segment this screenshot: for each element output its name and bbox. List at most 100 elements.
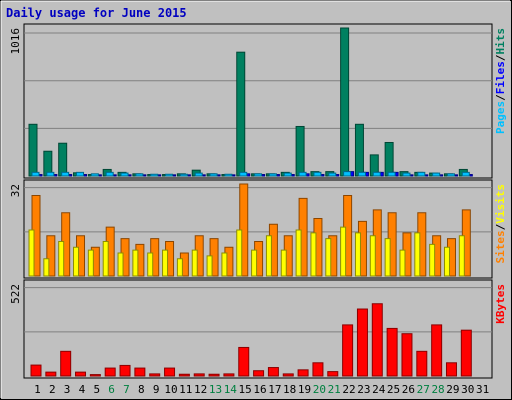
axis-label-part: Files [494,61,507,94]
x-tick-label: 15 [239,383,252,396]
x-tick-label: 9 [153,383,160,396]
bar-kbytes-day-19 [297,369,309,377]
bar-pages-day-13 [209,173,218,177]
bar-pages-day-7 [120,172,129,177]
bar-sites-day-6 [102,241,109,277]
bar-sites-day-29 [443,246,450,277]
x-tick-label: 1 [34,383,41,396]
bar-kbytes-day-9 [149,373,161,377]
bar-kbytes-day-26 [401,333,413,377]
bar-kbytes-day-8 [134,367,146,377]
bar-sites-day-7 [117,252,124,277]
bar-sites-day-2 [43,258,50,277]
bar-sites-day-30 [458,235,465,277]
bar-pages-day-20 [313,171,322,177]
bar-kbytes-day-20 [312,362,324,377]
bar-hits-day-22 [340,27,350,177]
panel-1-max-label: 1016 [9,28,22,55]
axis-label-part: / [494,223,507,230]
x-tick-label: 22 [342,383,355,396]
axis-label-part: Visits [494,184,507,224]
x-tick-label: 16 [253,383,266,396]
bar-sites-day-18 [280,249,287,277]
bar-kbytes-day-14 [223,373,235,377]
x-tick-label: 30 [461,383,474,396]
bar-pages-day-3 [61,171,70,177]
bar-kbytes-day-27 [416,350,428,377]
bar-sites-day-21 [325,238,332,277]
bar-kbytes-day-5 [89,374,101,377]
bar-kbytes-day-16 [253,370,265,377]
bar-hits-day-1 [28,123,38,177]
bar-sites-day-16 [251,249,258,277]
bar-pages-day-19 [298,171,307,177]
x-tick-label: 5 [93,383,100,396]
x-tick-label: 28 [431,383,444,396]
axis-label-part: Pages [494,101,507,134]
bar-pages-day-5 [90,173,99,177]
bar-hits-day-3 [58,142,68,177]
bar-kbytes-day-1 [30,364,42,377]
bar-pages-day-23 [357,171,366,177]
panel-2: 32 Sites/Visits [9,179,507,279]
x-tick-label: 25 [387,383,400,396]
x-tick-label: 3 [64,383,71,396]
bar-sites-day-20 [310,232,317,277]
bar-pages-day-2 [46,171,55,177]
bar-sites-day-4 [73,246,80,277]
bar-sites-day-17 [265,235,272,277]
panel-3: 522 KBytes [9,279,507,379]
bar-kbytes-day-18 [282,373,294,377]
bar-sites-day-15 [236,229,243,277]
bar-kbytes-day-6 [104,367,116,377]
bar-hits-day-23 [354,123,364,177]
bar-pages-day-17 [268,173,277,177]
bar-pages-day-22 [343,171,352,177]
axis-label-part: / [494,94,507,101]
x-tick-label: 31 [476,383,489,396]
bar-kbytes-day-3 [60,350,72,377]
bar-sites-day-27 [414,232,421,277]
x-tick-label: 7 [123,383,130,396]
bar-hits-day-19 [295,125,305,177]
bar-pages-day-28 [432,172,441,177]
bar-sites-day-8 [132,249,139,277]
bar-sites-day-24 [369,235,376,277]
panel-1-plot-area [23,23,493,179]
bar-sites-day-26 [399,249,406,277]
bar-pages-day-12 [194,172,203,177]
x-tick-label: 20 [313,383,326,396]
bar-kbytes-day-7 [119,364,131,377]
bar-kbytes-day-29 [445,362,457,377]
bar-pages-day-1 [31,171,40,177]
bar-sites-day-1 [28,229,35,277]
bar-sites-day-13 [206,255,213,277]
bar-kbytes-day-13 [208,373,220,377]
x-tick-label: 23 [357,383,370,396]
bar-sites-day-3 [58,241,65,277]
bar-pages-day-10 [165,173,174,177]
bar-kbytes-day-10 [164,367,176,377]
x-tick-label: 11 [179,383,192,396]
bar-kbytes-day-2 [45,371,57,377]
x-tick-label: 12 [194,383,207,396]
chart-title: Daily usage for June 2015 [6,6,187,20]
x-tick-label: 2 [49,383,56,396]
bar-pages-day-21 [328,172,337,177]
x-tick-label: 13 [209,383,222,396]
bar-pages-day-6 [105,171,114,177]
bar-pages-day-25 [387,171,396,177]
x-tick-label: 6 [108,383,115,396]
bar-kbytes-day-12 [193,373,205,377]
bar-pages-day-27 [417,171,426,177]
x-tick-label: 10 [164,383,177,396]
bar-kbytes-day-28 [431,324,443,377]
bar-kbytes-day-21 [327,371,339,377]
bar-kbytes-day-11 [178,373,190,377]
bar-pages-day-15 [239,171,248,177]
bar-pages-day-11 [179,173,188,177]
bar-pages-day-4 [76,171,85,177]
bar-pages-day-30 [461,171,470,177]
bar-kbytes-day-23 [356,308,368,377]
